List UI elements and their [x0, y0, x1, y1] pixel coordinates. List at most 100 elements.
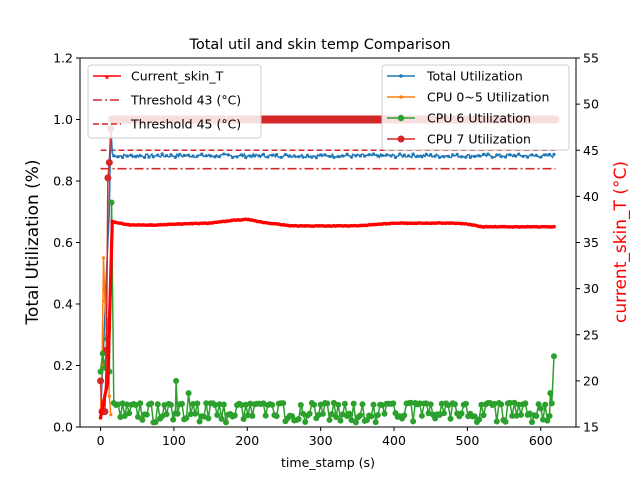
skin-temp-line [98, 217, 556, 419]
cpu6-utilization-point [178, 400, 185, 407]
cpu6-utilization-point [319, 410, 326, 417]
cpu6-utilization-point [205, 415, 212, 422]
skin-temp-point [161, 222, 166, 227]
x-tick-label: 100 [162, 433, 186, 448]
total-utilization-point [182, 153, 186, 158]
cpu6-utilization-point [544, 417, 551, 424]
total-utilization-point [222, 152, 226, 156]
cpu6-utilization-point [126, 410, 133, 417]
cpu6-utilization-point [372, 419, 379, 426]
skin-temp-point [202, 221, 207, 225]
skin-temp-point [249, 218, 254, 222]
skin-temp-point [314, 223, 319, 228]
total-utilization-point [209, 154, 213, 158]
cpu6-utilization-point [542, 401, 549, 408]
skin-temp-point [98, 416, 103, 420]
skin-temp-point [261, 220, 266, 225]
cpu6-utilization-point [359, 401, 366, 408]
total-utilization-point [169, 153, 173, 157]
skin-temp-point [417, 221, 421, 225]
cpu6-utilization-point [451, 401, 458, 408]
cpu05-utilization-point [109, 413, 113, 417]
total-utilization-point [385, 153, 389, 157]
skin-temp-point [252, 218, 257, 223]
cpu6-utilization-point [462, 400, 469, 407]
total-utilization-point [138, 153, 142, 158]
total-utilization-point [112, 154, 116, 158]
skin-temp-point [373, 222, 377, 227]
plot-clipped [97, 115, 560, 426]
skin-temp-point [282, 223, 286, 227]
cpu6-utilization-point [203, 400, 210, 407]
total-utilization-point [292, 154, 296, 158]
cpu6-utilization-point [324, 400, 331, 407]
legend-left-label: Current_skin_T [131, 69, 224, 84]
total-utilization-point [464, 155, 468, 159]
skin-temp-point [478, 224, 483, 229]
total-utilization-point [244, 156, 248, 160]
skin-temp-point [370, 222, 374, 227]
cpu6-utilization-point [416, 400, 423, 407]
y-right-tick-label: 40 [583, 189, 599, 204]
total-utilization-point [178, 152, 182, 156]
total-utilization-point [512, 153, 516, 158]
cpu6-utilization-point [143, 411, 150, 418]
skin-temp-point [379, 222, 383, 226]
cpu6-utilization-point [548, 400, 555, 407]
legend-right-marker [397, 135, 405, 143]
cpu6-utilization-point [185, 390, 192, 397]
total-utilization-point [543, 153, 547, 157]
cpu6-utilization-point [438, 400, 445, 407]
skin-temp-point [440, 221, 445, 226]
cpu6-utilization-point [410, 418, 417, 425]
total-utilization-point [345, 152, 349, 156]
skin-temp-point [428, 221, 433, 226]
y-axis-label-right: current_skin_T (°C) [611, 161, 631, 323]
skin-temp-point [522, 225, 527, 229]
total-utilization-point [349, 155, 354, 159]
total-utilization-point [239, 153, 244, 157]
skin-temp-point [534, 224, 539, 229]
skin-temp-point [437, 221, 442, 225]
cpu6-utilization-point [447, 415, 454, 422]
total-utilization-point [525, 155, 530, 159]
y-right-tick-label: 35 [583, 235, 599, 250]
skin-temp-point [455, 221, 459, 226]
skin-temp-point [340, 224, 345, 228]
plot-layer [97, 115, 560, 426]
cpu6-utilization-point [537, 405, 544, 412]
total-utilization-point [173, 155, 177, 159]
skin-temp-point [446, 221, 451, 225]
y-right-tick-label: 45 [583, 143, 599, 158]
legend-right-label: CPU 0~5 Utilization [427, 90, 549, 105]
skin-temp-point [194, 221, 198, 226]
skin-temp-point [104, 386, 109, 391]
skin-temp-point [155, 223, 160, 227]
skin-temp-point [123, 222, 128, 227]
cpu6-utilization-point [216, 401, 223, 408]
skin-temp-point [141, 223, 145, 227]
y-right-tick-label: 25 [583, 327, 599, 342]
skin-temp-point [552, 224, 556, 229]
total-utilization-point [495, 153, 499, 157]
legend-right-marker [397, 114, 405, 122]
skin-temp-point [121, 222, 125, 226]
total-utilization-point [341, 154, 345, 158]
total-utilization-point [451, 153, 455, 157]
skin-temp-point [396, 221, 401, 225]
skin-temp-point [546, 225, 550, 229]
total-utilization-point [226, 153, 230, 157]
y-left-tick-label: 1.0 [53, 112, 73, 127]
skin-temp-point [311, 224, 316, 228]
cpu6-utilization-point [522, 400, 529, 407]
total-utilization-point [200, 152, 204, 156]
skin-temp-point [305, 224, 310, 228]
total-utilization-point [363, 154, 367, 158]
total-utilization-point [231, 155, 235, 160]
skin-temp-point [458, 221, 462, 226]
axes-layer: 0 100 200 300 400 500 600 0.0 0.2 0.4 0.6 0.8 1.0 1.2… [53, 51, 599, 449]
cpu6-utilization-point [173, 377, 180, 384]
cpu6-utilization-point [137, 400, 144, 407]
skin-temp-point [493, 224, 498, 229]
skin-temp-point [346, 224, 351, 228]
